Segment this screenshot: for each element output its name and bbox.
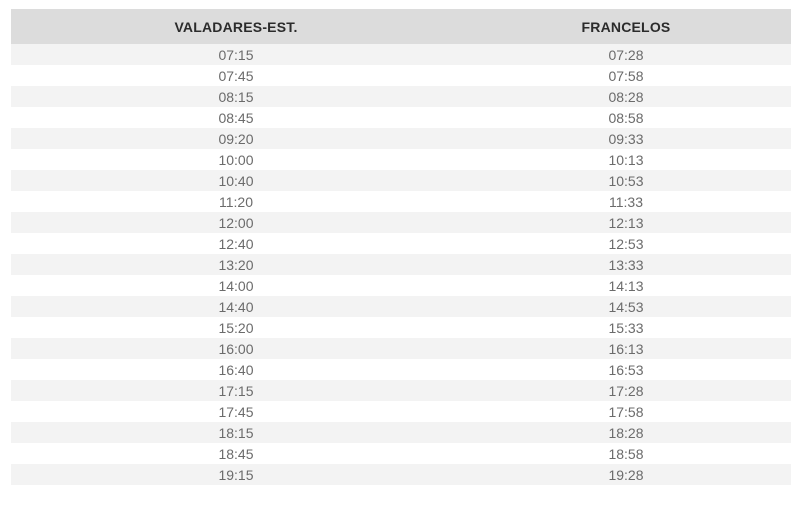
arrival-time-francelos: 18:58 <box>461 443 791 464</box>
table-row: 09:20 09:33 <box>11 128 791 149</box>
arrival-time-francelos: 09:33 <box>461 128 791 149</box>
table-row: 08:45 08:58 <box>11 107 791 128</box>
departure-time-valadares: 13:20 <box>11 254 461 275</box>
arrival-time-francelos: 12:13 <box>461 212 791 233</box>
departure-time-valadares: 16:00 <box>11 338 461 359</box>
table-row: 19:15 19:28 <box>11 464 791 485</box>
departure-time-valadares: 16:40 <box>11 359 461 380</box>
arrival-time-francelos: 16:13 <box>461 338 791 359</box>
header-row: VALADARES-EST. FRANCELOS <box>11 9 791 44</box>
departure-time-valadares: 09:20 <box>11 128 461 149</box>
departure-time-valadares: 18:45 <box>11 443 461 464</box>
departure-time-valadares: 15:20 <box>11 317 461 338</box>
departure-time-valadares: 14:40 <box>11 296 461 317</box>
arrival-time-francelos: 11:33 <box>461 191 791 212</box>
departure-time-valadares: 10:40 <box>11 170 461 191</box>
arrival-time-francelos: 15:33 <box>461 317 791 338</box>
arrival-time-francelos: 08:58 <box>461 107 791 128</box>
departure-time-valadares: 14:00 <box>11 275 461 296</box>
departure-time-valadares: 12:00 <box>11 212 461 233</box>
table-row: 10:40 10:53 <box>11 170 791 191</box>
column-header-valadares: VALADARES-EST. <box>11 9 461 44</box>
arrival-time-francelos: 17:28 <box>461 380 791 401</box>
table-row: 17:45 17:58 <box>11 401 791 422</box>
table-row: 16:00 16:13 <box>11 338 791 359</box>
arrival-time-francelos: 14:53 <box>461 296 791 317</box>
table-row: 13:20 13:33 <box>11 254 791 275</box>
arrival-time-francelos: 14:13 <box>461 275 791 296</box>
timetable: VALADARES-EST. FRANCELOS 07:15 07:28 07:45… <box>11 9 791 485</box>
table-row: 07:45 07:58 <box>11 65 791 86</box>
timetable-body: 07:15 07:28 07:45 07:58 08:15 08:28 08:45 08:58… <box>11 44 791 485</box>
table-row: 07:15 07:28 <box>11 44 791 65</box>
table-row: 14:40 14:53 <box>11 296 791 317</box>
table-row: 18:15 18:28 <box>11 422 791 443</box>
arrival-time-francelos: 19:28 <box>461 464 791 485</box>
departure-time-valadares: 12:40 <box>11 233 461 254</box>
departure-time-valadares: 08:45 <box>11 107 461 128</box>
arrival-time-francelos: 18:28 <box>461 422 791 443</box>
departure-time-valadares: 10:00 <box>11 149 461 170</box>
arrival-time-francelos: 13:33 <box>461 254 791 275</box>
departure-time-valadares: 17:45 <box>11 401 461 422</box>
table-row: 16:40 16:53 <box>11 359 791 380</box>
table-row: 18:45 18:58 <box>11 443 791 464</box>
departure-time-valadares: 19:15 <box>11 464 461 485</box>
timetable-container: VALADARES-EST. FRANCELOS 07:15 07:28 07:45… <box>11 9 791 485</box>
arrival-time-francelos: 10:13 <box>461 149 791 170</box>
arrival-time-francelos: 07:58 <box>461 65 791 86</box>
departure-time-valadares: 11:20 <box>11 191 461 212</box>
arrival-time-francelos: 12:53 <box>461 233 791 254</box>
timetable-header: VALADARES-EST. FRANCELOS <box>11 9 791 44</box>
arrival-time-francelos: 16:53 <box>461 359 791 380</box>
table-row: 12:00 12:13 <box>11 212 791 233</box>
table-row: 12:40 12:53 <box>11 233 791 254</box>
arrival-time-francelos: 07:28 <box>461 44 791 65</box>
departure-time-valadares: 18:15 <box>11 422 461 443</box>
table-row: 10:00 10:13 <box>11 149 791 170</box>
arrival-time-francelos: 10:53 <box>461 170 791 191</box>
arrival-time-francelos: 17:58 <box>461 401 791 422</box>
departure-time-valadares: 07:15 <box>11 44 461 65</box>
column-header-francelos: FRANCELOS <box>461 9 791 44</box>
table-row: 08:15 08:28 <box>11 86 791 107</box>
departure-time-valadares: 08:15 <box>11 86 461 107</box>
table-row: 17:15 17:28 <box>11 380 791 401</box>
table-row: 14:00 14:13 <box>11 275 791 296</box>
departure-time-valadares: 17:15 <box>11 380 461 401</box>
table-row: 11:20 11:33 <box>11 191 791 212</box>
table-row: 15:20 15:33 <box>11 317 791 338</box>
departure-time-valadares: 07:45 <box>11 65 461 86</box>
arrival-time-francelos: 08:28 <box>461 86 791 107</box>
